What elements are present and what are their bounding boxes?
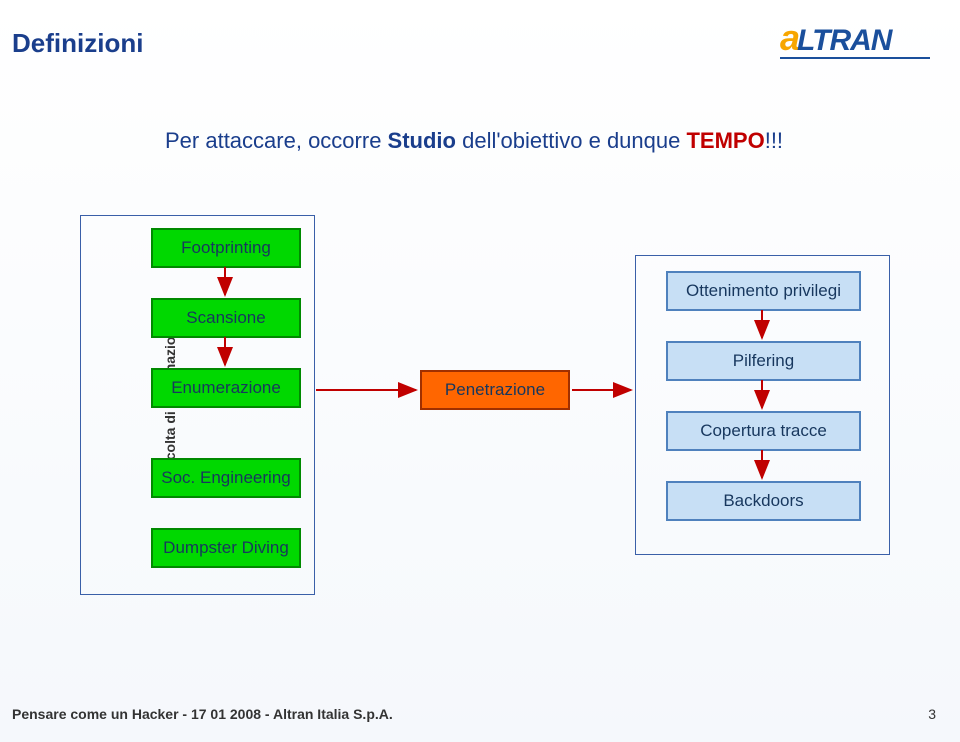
box-penetrazione: Penetrazione: [420, 370, 570, 410]
box-footprinting: Footprinting: [151, 228, 301, 268]
right-group-frame: Ottenimento privilegi Pilfering Copertur…: [635, 255, 890, 555]
svg-text:aLTRAN: aLTRAN: [780, 18, 894, 58]
subtitle: Per attaccare, occorre Studio dell'obiet…: [165, 128, 783, 154]
footer-text: Pensare come un Hacker - 17 01 2008 - Al…: [12, 706, 393, 722]
box-soceng: Soc. Engineering: [151, 458, 301, 498]
box-copertura: Copertura tracce: [666, 411, 861, 451]
box-scansione: Scansione: [151, 298, 301, 338]
box-privilegi: Ottenimento privilegi: [666, 271, 861, 311]
box-dumpster: Dumpster Diving: [151, 528, 301, 568]
subtitle-studio: Studio: [388, 128, 456, 153]
subtitle-mid: dell'obiettivo e dunque: [456, 128, 686, 153]
page-number: 3: [928, 706, 936, 722]
subtitle-pre: Per attaccare, occorre: [165, 128, 388, 153]
logo-rest: LTRAN: [797, 24, 894, 57]
altran-logo: aLTRAN: [780, 18, 930, 67]
subtitle-tempo: TEMPO: [686, 128, 764, 153]
left-group-frame: Raccolta di informazioni Footprinting Sc…: [80, 215, 315, 595]
page-title: Definizioni: [12, 28, 143, 59]
box-backdoors: Backdoors: [666, 481, 861, 521]
box-pilfering: Pilfering: [666, 341, 861, 381]
box-enumerazione: Enumerazione: [151, 368, 301, 408]
subtitle-post: !!!: [765, 128, 783, 153]
